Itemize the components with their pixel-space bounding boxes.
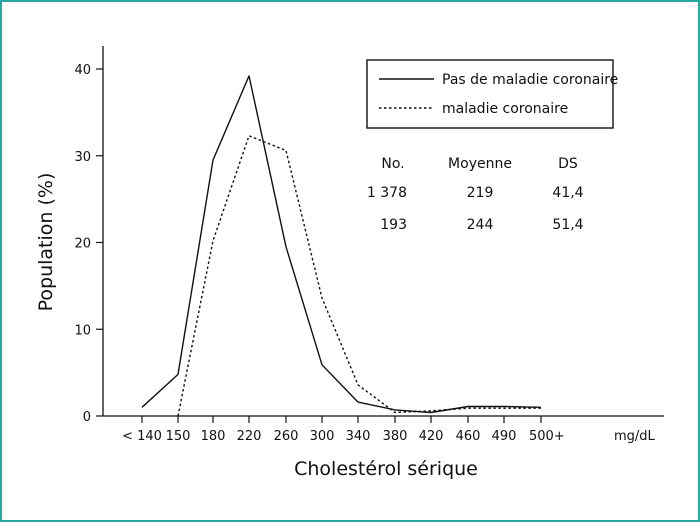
y-tick-label: 40	[74, 63, 91, 78]
x-tick-label: 460	[456, 429, 481, 444]
stats-table: No. Moyenne DS 1 378 219 41,4 193 244 51…	[367, 156, 584, 233]
x-tick-label: 490	[492, 429, 517, 444]
stats-row-1-n: 1 378	[367, 185, 407, 201]
legend-label-series-1: Pas de maladie coronaire	[442, 72, 618, 88]
x-tick-label: 180	[201, 429, 226, 444]
x-unit-label: mg/dL	[614, 429, 656, 444]
legend-label-series-2: maladie coronaire	[442, 101, 568, 117]
y-tick-label: 0	[83, 410, 91, 425]
stats-row-2-n: 193	[380, 217, 407, 233]
x-tick-label: 260	[274, 429, 299, 444]
stats-header-sd: DS	[558, 156, 578, 172]
stats-row-1-sd: 41,4	[552, 185, 583, 201]
stats-row-2-sd: 51,4	[552, 217, 583, 233]
stats-row-1-mean: 219	[467, 185, 494, 201]
x-tick-label: 300	[310, 429, 335, 444]
x-tick-label: 150	[166, 429, 191, 444]
x-tick-label: 500+	[529, 429, 565, 444]
stats-row-2-mean: 244	[467, 217, 494, 233]
y-tick-label: 30	[74, 150, 91, 165]
x-tick-label: 340	[346, 429, 371, 444]
stats-header-mean: Moyenne	[448, 156, 512, 172]
legend: Pas de maladie coronaire maladie coronai…	[367, 60, 618, 128]
y-tick-labels: 0 10 20 30 40	[74, 63, 91, 425]
y-axis-title: Population (%)	[35, 173, 57, 312]
stats-header-n: No.	[381, 156, 404, 172]
x-tick-label: 420	[419, 429, 444, 444]
x-tick-label: 380	[383, 429, 408, 444]
series-line-maladie-coronaire	[178, 136, 541, 416]
legend-box	[367, 60, 613, 128]
x-tick-label: 220	[237, 429, 262, 444]
y-tick-label: 10	[74, 323, 91, 338]
x-tick-label: < 140	[122, 429, 162, 444]
x-axis-title: Cholestérol sérique	[294, 458, 478, 480]
y-tick-label: 20	[74, 237, 91, 252]
x-tick-labels: < 140 150 180 220 260 300 340 380 420 460 490 500+	[122, 429, 565, 444]
